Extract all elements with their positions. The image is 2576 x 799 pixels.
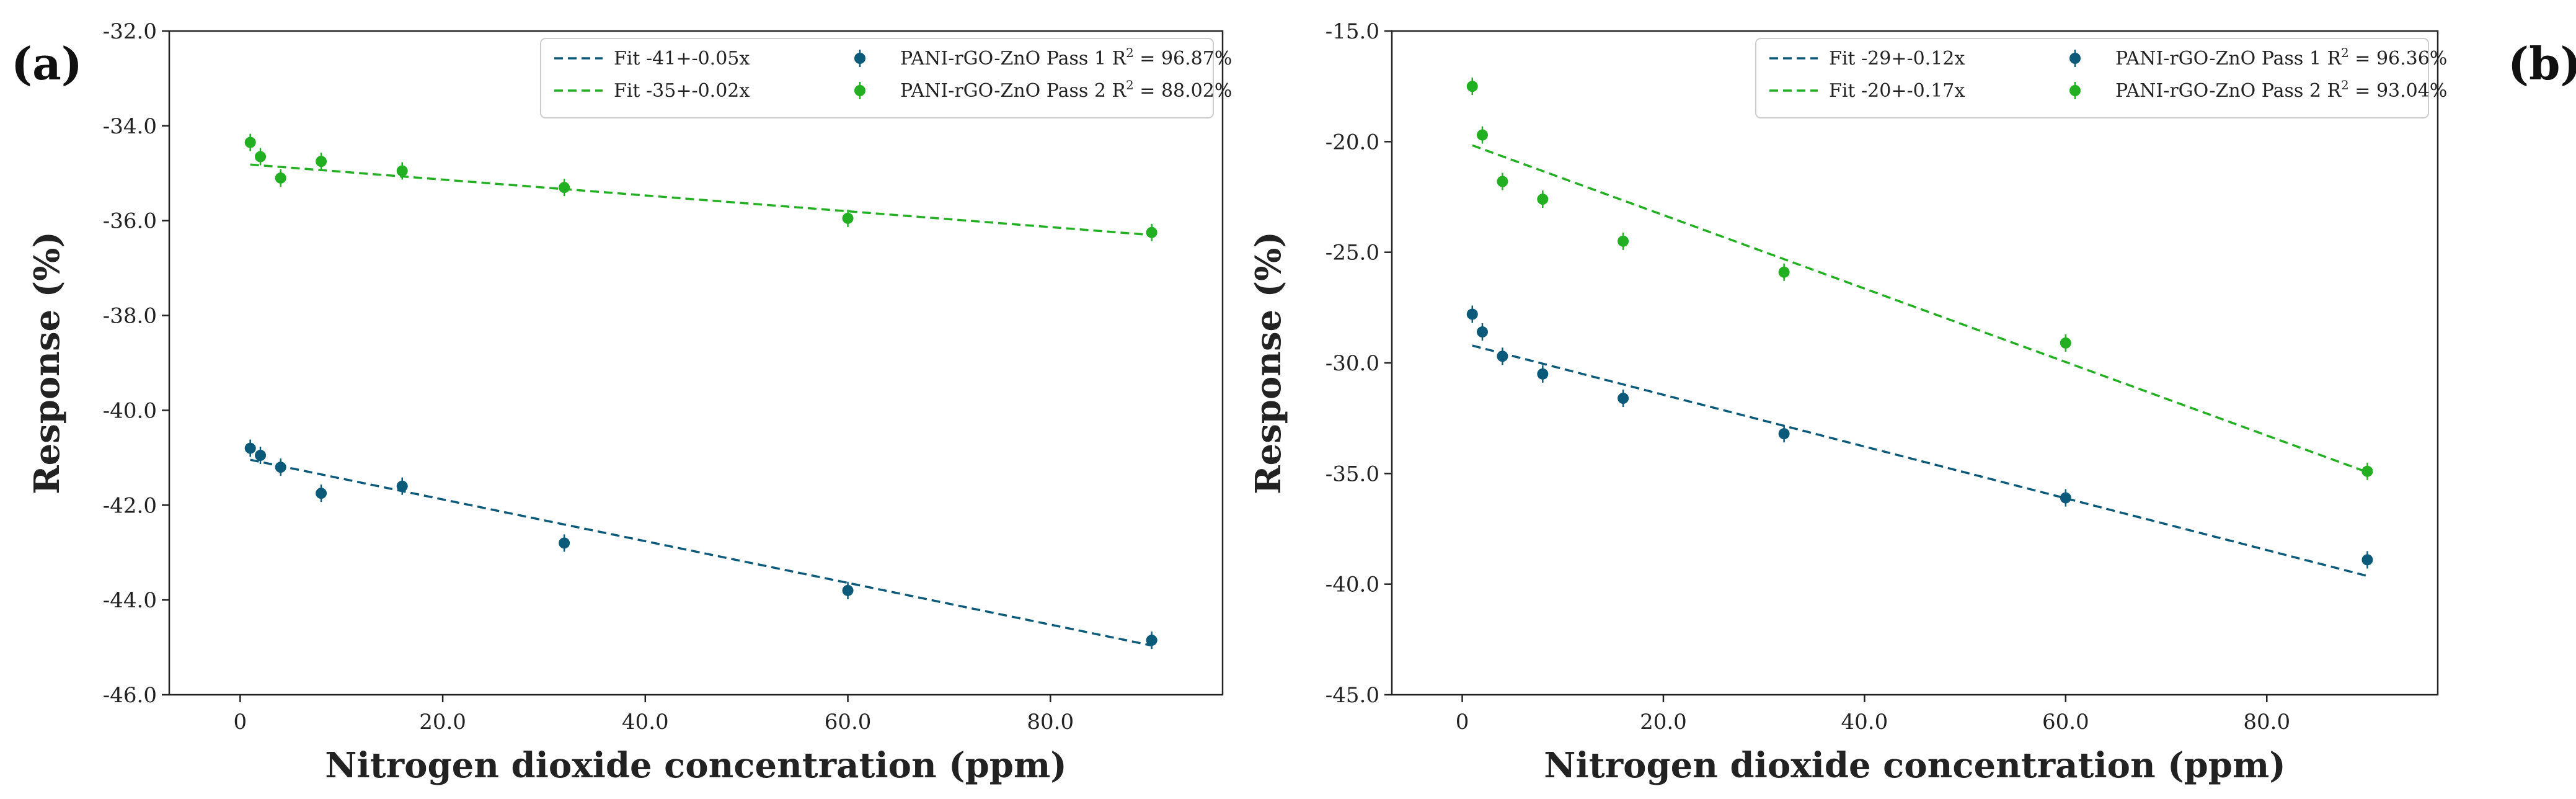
y-tick-label: -30.0 — [1326, 351, 1379, 376]
legend-box — [1755, 38, 2429, 118]
data-point — [1537, 194, 1549, 205]
y-tick-label: -32.0 — [103, 19, 157, 44]
y-tick-label: -40.0 — [1326, 573, 1379, 597]
data-point — [1618, 235, 1629, 247]
data-point — [255, 151, 267, 163]
panel-a: (a) 0 20.0 40.0 60.0 80.0 -46.0 -44.0 -42.0 -40.0… — [11, 19, 1232, 786]
x-axis-label: Nitrogen dioxide concentration (ppm) — [325, 745, 1066, 786]
data-point — [396, 165, 408, 177]
data-point — [2361, 554, 2373, 566]
data-point — [244, 442, 256, 454]
data-point — [2060, 492, 2071, 504]
y-tick-label: -34.0 — [103, 114, 157, 139]
data-point — [1476, 326, 1488, 338]
data-point — [559, 537, 570, 549]
y-tick-label: -42.0 — [103, 493, 157, 518]
legend-box — [540, 38, 1214, 118]
x-axis-label: Nitrogen dioxide concentration (ppm) — [1544, 745, 2285, 786]
data-point — [2060, 337, 2071, 349]
x-tick-label: 20.0 — [419, 710, 466, 734]
data-point — [842, 212, 854, 224]
data-point — [1466, 308, 1478, 320]
x-tick-label: 60.0 — [825, 710, 872, 734]
x-tick-label: 80.0 — [1027, 710, 1074, 734]
data-point — [1146, 226, 1157, 238]
data-point — [1466, 81, 1478, 92]
y-tick-label: -44.0 — [103, 588, 157, 613]
fit-line — [1472, 344, 2368, 578]
axes-frame — [1391, 30, 2439, 696]
y-tick-label: -25.0 — [1326, 241, 1379, 266]
data-point — [1778, 266, 1790, 278]
legend-fit-label: Fit -41+-0.05x — [614, 48, 750, 69]
y-tick-label: -20.0 — [1326, 130, 1379, 154]
y-tick-label: -15.0 — [1326, 19, 1379, 44]
legend-marker-swatch — [2069, 53, 2081, 64]
data-point — [1778, 428, 1790, 440]
y-tick-label: -35.0 — [1326, 462, 1379, 486]
x-tick-label: 60.0 — [2042, 710, 2089, 734]
x-tick-label: 40.0 — [1841, 710, 1888, 734]
legend-marker-swatch — [854, 85, 865, 96]
panel-b: (b) 0 20.0 40.0 60.0 80.0 -45.0 -40.0 -35.0 -30.0… — [1248, 19, 2576, 786]
data-point — [2361, 465, 2373, 477]
y-tick-label: -45.0 — [1326, 683, 1379, 708]
legend-marker-swatch — [854, 53, 865, 64]
data-point — [1146, 635, 1157, 646]
data-point — [275, 172, 286, 184]
data-point — [1476, 129, 1488, 141]
legend-fit-label: Fit -29+-0.12x — [1829, 48, 1965, 69]
y-tick-label: -38.0 — [103, 304, 157, 329]
data-point — [316, 488, 327, 499]
y-axis-label: Response (%) — [27, 231, 68, 494]
legend-fit-label: Fit -20+-0.17x — [1829, 80, 1965, 102]
legend-series-label: PANI-rGO-ZnO Pass 1 R2 = 96.36% — [2115, 45, 2447, 69]
x-tick-label: 80.0 — [2243, 710, 2290, 734]
y-tick-label: -40.0 — [103, 398, 157, 423]
axes-frame — [168, 30, 1224, 696]
data-point — [1497, 350, 1508, 362]
legend-series-label: PANI-rGO-ZnO Pass 2 R2 = 88.02% — [900, 78, 1232, 102]
legend-series-label: PANI-rGO-ZnO Pass 2 R2 = 93.04% — [2115, 78, 2447, 102]
fit-line — [250, 163, 1152, 236]
data-point — [244, 136, 256, 148]
x-tick-label: 20.0 — [1640, 710, 1687, 734]
data-point — [255, 450, 267, 462]
data-point — [842, 584, 854, 596]
fit-line — [1472, 144, 2368, 473]
data-point — [275, 462, 286, 473]
data-point — [1618, 393, 1629, 404]
panel-label: (b) — [2508, 37, 2576, 90]
x-tick-label: 0 — [1456, 710, 1469, 734]
data-point — [559, 182, 570, 194]
y-axis-label: Response (%) — [1248, 231, 1289, 494]
data-point — [316, 156, 327, 167]
panel-label: (a) — [11, 37, 82, 90]
legend-marker-swatch — [2069, 85, 2081, 96]
data-point — [1497, 176, 1508, 187]
legend-series-label: PANI-rGO-ZnO Pass 1 R2 = 96.87% — [900, 45, 1232, 69]
fit-line — [250, 458, 1152, 647]
legend-fit-label: Fit -35+-0.02x — [614, 80, 750, 102]
y-tick-label: -36.0 — [103, 209, 157, 234]
legend: Fit -29+-0.12x PANI-rGO-ZnO Pass 1 R2 = 9… — [1755, 38, 2447, 118]
x-tick-label: 0 — [234, 710, 247, 734]
data-point — [1537, 368, 1549, 380]
legend: Fit -41+-0.05x PANI-rGO-ZnO Pass 1 R2 = 9… — [540, 38, 1232, 118]
data-point — [396, 480, 408, 492]
x-tick-label: 40.0 — [622, 710, 669, 734]
y-tick-label: -46.0 — [103, 683, 157, 708]
